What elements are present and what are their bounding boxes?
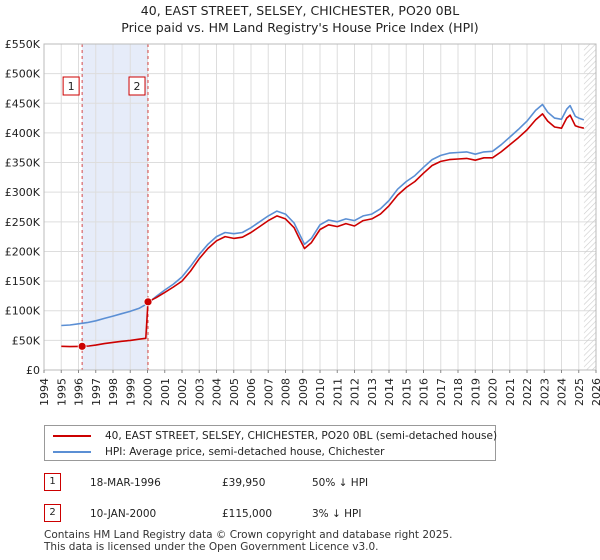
x-tick-label: 2016 bbox=[418, 378, 431, 406]
footer-copyright: Contains HM Land Registry data © Crown c… bbox=[44, 529, 453, 541]
y-tick-label: £200K bbox=[5, 245, 41, 258]
x-tick-label: 2023 bbox=[538, 378, 551, 406]
x-tick-label: 2019 bbox=[469, 378, 482, 406]
x-axis-ticks: 1994 1995 1996 1997 1998 1999 2000 2001 2002 2003… bbox=[38, 370, 600, 406]
x-tick-label: 1995 bbox=[55, 378, 68, 406]
y-tick-label: £300K bbox=[5, 186, 41, 199]
x-tick-label: 2021 bbox=[504, 378, 517, 406]
legend-swatch-hpi bbox=[53, 451, 91, 453]
sale-marker bbox=[143, 297, 153, 307]
chart-title-block: 40, EAST STREET, SELSEY, CHICHESTER, PO2… bbox=[0, 2, 600, 36]
x-tick-label: 2026 bbox=[590, 378, 600, 406]
sale-marker bbox=[77, 341, 87, 351]
x-tick-label: 1997 bbox=[90, 378, 103, 406]
transaction-price: £39,950 bbox=[222, 477, 266, 489]
x-tick-label: 2009 bbox=[297, 378, 310, 406]
x-tick-label: 2012 bbox=[349, 378, 362, 406]
footer: Contains HM Land Registry data © Crown c… bbox=[44, 529, 452, 553]
x-tick-label: 2011 bbox=[331, 378, 344, 406]
sale-label-text: 1 bbox=[68, 80, 75, 93]
legend-swatch-property bbox=[53, 435, 91, 437]
x-tick-label: 2005 bbox=[228, 378, 241, 406]
footer-licence: This data is licensed under the Open Gov… bbox=[44, 541, 379, 553]
y-tick-label: £450K bbox=[5, 97, 41, 110]
transaction-date: 18-MAR-1996 bbox=[90, 477, 161, 489]
y-tick-label: £50K bbox=[12, 334, 41, 347]
sale-date-lines bbox=[81, 44, 149, 370]
y-tick-label: £250K bbox=[5, 216, 41, 229]
y-axis-ticks: £0 £50K £100K £150K £200K £250K £300K £350K £400… bbox=[5, 38, 41, 377]
y-tick-label: £400K bbox=[5, 127, 41, 140]
chart-subtitle: Price paid vs. HM Land Registry's House … bbox=[121, 20, 479, 35]
forecast-hatch bbox=[583, 44, 596, 370]
series-lines bbox=[61, 103, 585, 348]
x-tick-label: 2020 bbox=[487, 378, 500, 406]
x-tick-label: 2010 bbox=[314, 378, 327, 406]
x-tick-label: 2001 bbox=[159, 378, 172, 406]
chart-title: 40, EAST STREET, SELSEY, CHICHESTER, PO2… bbox=[140, 3, 460, 18]
transaction-date: 10-JAN-2000 bbox=[90, 508, 157, 520]
sale-label-text: 2 bbox=[134, 80, 141, 93]
x-tick-label: 2000 bbox=[142, 378, 155, 406]
x-tick-label: 2025 bbox=[573, 378, 586, 406]
y-tick-label: £100K bbox=[5, 305, 41, 318]
y-tick-label: £0 bbox=[26, 364, 40, 377]
sale-label-box bbox=[128, 76, 146, 96]
x-tick-label: 2024 bbox=[556, 378, 569, 406]
transaction-price: £115,000 bbox=[222, 508, 273, 520]
x-tick-label: 1994 bbox=[38, 378, 51, 406]
x-tick-label: 2017 bbox=[435, 378, 448, 406]
x-tick-label: 1998 bbox=[107, 378, 120, 406]
grid-lines bbox=[43, 43, 597, 371]
y-tick-label: £150K bbox=[5, 275, 41, 288]
sale-label-box bbox=[62, 76, 80, 96]
sale-markers bbox=[77, 297, 153, 351]
transaction-hpi-diff: 50% ↓ HPI bbox=[312, 477, 369, 489]
x-tick-label: 2015 bbox=[400, 378, 413, 406]
transaction-number: 1 bbox=[44, 473, 61, 491]
x-tick-label: 2014 bbox=[383, 378, 396, 406]
legend: 40, EAST STREET, SELSEY, CHICHESTER, PO2… bbox=[44, 425, 498, 461]
x-tick-label: 2008 bbox=[280, 378, 293, 406]
x-tick-label: 2006 bbox=[245, 378, 258, 406]
y-tick-label: £350K bbox=[5, 157, 41, 170]
x-tick-label: 2003 bbox=[193, 378, 206, 406]
y-tick-label: £550K bbox=[5, 38, 41, 51]
x-tick-label: 2007 bbox=[262, 378, 275, 406]
x-tick-label: 2022 bbox=[521, 378, 534, 406]
transaction-hpi-diff: 3% ↓ HPI bbox=[312, 508, 362, 520]
transaction-number: 2 bbox=[44, 504, 61, 522]
property-series-line bbox=[61, 113, 585, 348]
x-tick-label: 1999 bbox=[124, 378, 137, 406]
x-tick-label: 2018 bbox=[452, 378, 465, 406]
x-tick-label: 2013 bbox=[366, 378, 379, 406]
legend-label-property: 40, EAST STREET, SELSEY, CHICHESTER, PO2… bbox=[105, 430, 498, 442]
x-tick-label: 2002 bbox=[176, 378, 189, 406]
x-tick-label: 1996 bbox=[73, 378, 86, 406]
legend-label-hpi: HPI: Average price, semi-detached house,… bbox=[105, 446, 385, 458]
x-tick-label: 2004 bbox=[211, 378, 224, 406]
y-tick-label: £500K bbox=[5, 68, 41, 81]
